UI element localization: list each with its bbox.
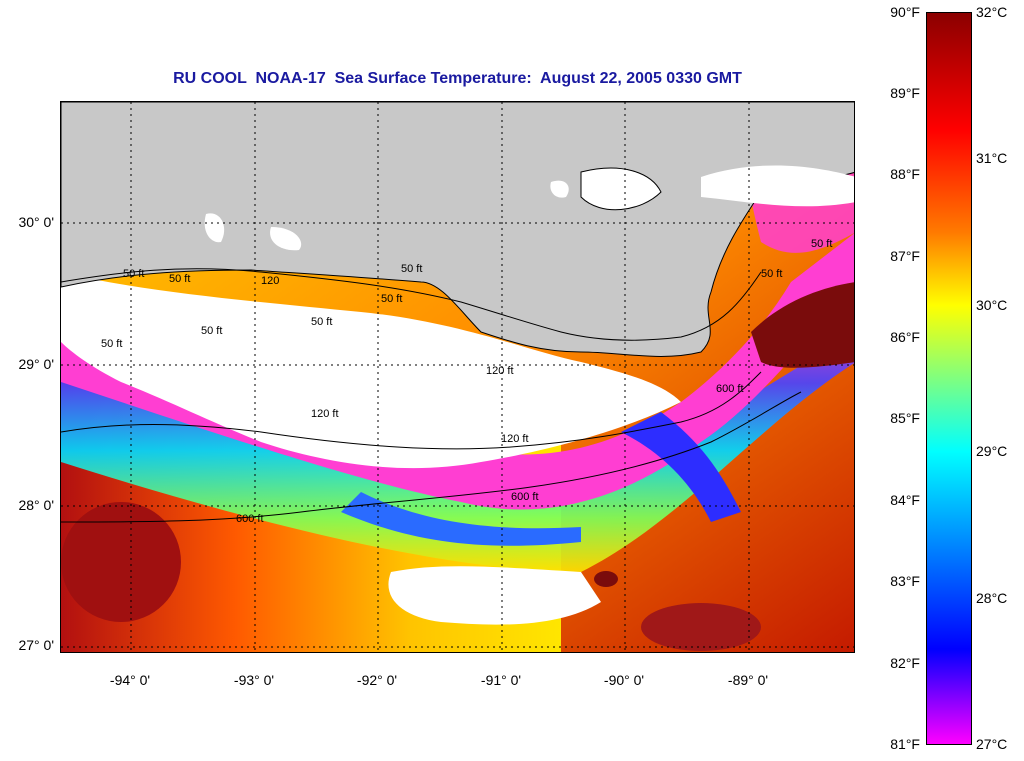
lon-label-93: -93° 0': [233, 672, 275, 688]
colorbar-f-label: 85°F: [890, 410, 920, 426]
warm-core-south: [641, 603, 761, 651]
colorbar-c-label: 28°C: [976, 590, 1008, 606]
graticule: [61, 102, 854, 652]
colorbar-c-label: 30°C: [976, 297, 1008, 313]
contour-50ft: [61, 268, 762, 341]
colorbar-c-label: 32°C: [976, 4, 1008, 20]
contour-label: 50 ft: [123, 268, 144, 280]
map-title: RU COOL NOAA-17 Sea Surface Temperature:…: [173, 70, 742, 87]
colorbar-f-label: 81°F: [890, 736, 920, 752]
contour-label: 600 ft: [511, 491, 539, 503]
colorbar-f-label: 84°F: [890, 492, 920, 508]
contour-label: 50 ft: [201, 325, 222, 337]
warm-delta-east: [751, 282, 854, 368]
colorbar-c-label: 27°C: [976, 736, 1008, 752]
cloud-cover-south: [388, 566, 601, 625]
colorbar-f-label: 83°F: [890, 573, 920, 589]
lake-1: [204, 213, 225, 243]
cool-water-band: [61, 302, 854, 572]
sst-map-panel: 50 ft 50 ft 50 ft 50 ft 50 ft 50 ft 120 …: [60, 101, 855, 653]
colorbar-f-label: 90°F: [890, 4, 920, 20]
lon-label-90: -90° 0': [603, 672, 645, 688]
contour-label: 50 ft: [101, 338, 122, 350]
contour-120ft: [61, 371, 762, 450]
contour-label: 50 ft: [811, 238, 832, 250]
contour-label: 50 ft: [761, 268, 782, 280]
warm-spot: [594, 571, 618, 587]
contour-label: 120 ft: [501, 433, 529, 445]
lon-label-94: -94° 0': [109, 672, 151, 688]
lake-pontchartrain: [580, 167, 662, 211]
temperature-colorbar: [926, 12, 972, 745]
contour-label: 120 ft: [486, 365, 514, 377]
contour-label: 600 ft: [716, 383, 744, 395]
contour-600ft: [61, 391, 802, 523]
colorbar-f-label: 89°F: [890, 85, 920, 101]
colorbar-f-label: 88°F: [890, 166, 920, 182]
colorbar-f-label: 87°F: [890, 248, 920, 264]
contour-label: 50 ft: [401, 263, 422, 275]
lat-label-28: 28° 0': [18, 497, 54, 513]
colorbar-c-label: 29°C: [976, 443, 1008, 459]
delta-white: [701, 165, 854, 207]
lat-label-29: 29° 0': [18, 356, 54, 372]
lon-label-91: -91° 0': [480, 672, 522, 688]
lake-2: [270, 227, 302, 251]
colorbar-f-label: 82°F: [890, 655, 920, 671]
contour-label: 120 ft: [311, 408, 339, 420]
lake-3: [550, 180, 569, 198]
contour-label: 600 ft: [236, 513, 264, 525]
warm-core-west: [61, 502, 181, 622]
blue-streak-2: [341, 492, 581, 546]
colorbar-f-label: 86°F: [890, 329, 920, 345]
cloud-cover-shelf: [61, 272, 681, 469]
lon-label-92: -92° 0': [356, 672, 398, 688]
lon-label-89: -89° 0': [727, 672, 769, 688]
contour-label: 50 ft: [311, 316, 332, 328]
colorbar-c-label: 31°C: [976, 150, 1008, 166]
lat-label-27: 27° 0': [18, 637, 54, 653]
contour-label: 50 ft: [169, 273, 190, 285]
lat-label-30: 30° 0': [18, 214, 54, 230]
contour-label: 120: [261, 275, 279, 287]
contour-label: 50 ft: [381, 293, 402, 305]
sst-map: 50 ft 50 ft 50 ft 50 ft 50 ft 50 ft 120 …: [61, 102, 854, 652]
blue-streak-1: [621, 412, 741, 522]
